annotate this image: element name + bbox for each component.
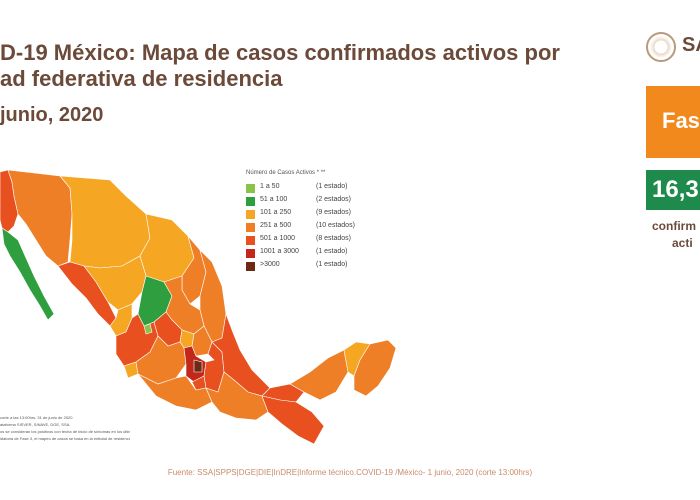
state-quintana-roo xyxy=(353,339,397,397)
legend-item: 1 a 50 (1 estado) xyxy=(246,182,406,195)
legend-range: >3000 xyxy=(260,261,280,268)
legend-swatch xyxy=(246,210,255,219)
state-chihuahua xyxy=(59,175,151,269)
footnotes: corte a las 13:00hrs, 31 de junio de 202… xyxy=(0,414,130,442)
title-line-1: D-19 México: Mapa de casos confirmados a… xyxy=(0,40,560,65)
legend-swatch xyxy=(246,197,255,206)
legend-range: 51 a 100 xyxy=(260,196,288,203)
legend-item: >3000 (1 estado) xyxy=(246,260,406,273)
report-date: junio, 2020 xyxy=(0,104,104,126)
legend-swatch xyxy=(246,184,255,193)
legend-item: 501 a 1000 (8 estados) xyxy=(246,234,406,247)
active-count-value: 16,3 xyxy=(652,176,699,203)
state-aguascalientes xyxy=(143,323,153,335)
legend-item: 251 a 500 (10 estados) xyxy=(246,221,406,234)
legend-title: Número de Casos Activos * ** xyxy=(246,170,326,176)
legend-item: 1001 a 3000 (1 estado) xyxy=(246,247,406,260)
state-baja-california-sur xyxy=(1,227,55,321)
state-chiapas xyxy=(261,395,325,445)
map-legend: Número de Casos Activos * ** 1 a 50 (1 e… xyxy=(246,170,406,273)
footnote: ataforma SISVER, SINAVE, DGE, SSA. xyxy=(0,422,71,427)
active-count-label: confirm acti xyxy=(652,218,700,252)
legend-swatch xyxy=(246,236,255,245)
legend-item: 51 a 100 (2 estados) xyxy=(246,195,406,208)
mexico-map xyxy=(0,169,397,445)
phase-badge: Fas xyxy=(646,86,700,158)
footnote: os se consideran los positivos con fecha… xyxy=(0,429,130,434)
footnote: idatoria de Fase 3, el mapeo de casos se… xyxy=(0,436,130,441)
legend-states: (10 estados) xyxy=(316,222,355,229)
active-count-label-line1: confirm xyxy=(652,219,697,233)
legend-states: (1 estado) xyxy=(316,261,348,268)
logo-text: SA xyxy=(682,34,700,56)
page-title: D-19 México: Mapa de casos confirmados a… xyxy=(0,40,600,92)
seal-icon xyxy=(646,32,676,62)
legend-range: 501 a 1000 xyxy=(260,235,296,242)
active-count-badge: 16,3 xyxy=(646,170,700,210)
phase-badge-text: Fas xyxy=(662,108,700,133)
salud-logo: SA xyxy=(644,30,700,70)
legend-states: (1 estado) xyxy=(316,183,348,190)
legend-range: 101 a 250 xyxy=(260,209,292,216)
source-line: Fuente: SSA|SPPS|DGE|DIE|InDRE|Informe t… xyxy=(167,468,533,477)
title-line-2: ad federativa de residencia xyxy=(0,66,283,91)
legend-states: (8 estados) xyxy=(316,235,352,242)
state-cdmx xyxy=(193,359,203,373)
footnote: corte a las 13:00hrs, 31 de junio de 202… xyxy=(0,415,73,420)
legend-range: 1001 a 3000 xyxy=(260,248,299,255)
legend-item: 101 a 250 (9 estados) xyxy=(246,208,406,221)
legend-states: (2 estados) xyxy=(316,196,352,203)
legend-swatch xyxy=(246,223,255,232)
state-oaxaca xyxy=(205,371,269,421)
legend-range: 1 a 50 xyxy=(260,183,280,190)
legend-states: (1 estado) xyxy=(316,248,348,255)
legend-swatch xyxy=(246,262,255,271)
legend-range: 251 a 500 xyxy=(260,222,292,229)
legend-states: (9 estados) xyxy=(316,209,352,216)
active-count-label-line2: acti xyxy=(672,236,693,250)
legend-swatch xyxy=(246,249,255,258)
